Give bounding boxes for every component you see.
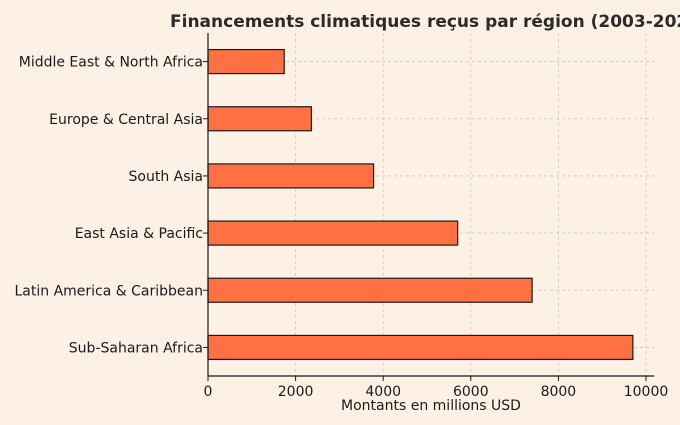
bar xyxy=(207,48,285,75)
bar xyxy=(207,277,533,303)
bar xyxy=(207,220,459,246)
x-axis-label: Montants en millions USD xyxy=(341,398,521,414)
x-tick-label: 0 xyxy=(204,384,213,400)
y-tick-label: Latin America & Caribbean xyxy=(15,283,204,299)
chart-title: Financements climatiques reçus par régio… xyxy=(170,12,680,32)
axes xyxy=(207,33,654,377)
bar xyxy=(207,334,634,361)
y-tick-label: Sub-Saharan Africa xyxy=(69,340,203,356)
x-ticks: 0 2000 4000 6000 8000 10000 xyxy=(204,376,669,400)
x-tick-label: 8000 xyxy=(541,384,577,400)
y-tick-label: South Asia xyxy=(129,169,203,185)
bar xyxy=(207,163,375,189)
x-tick-label: 10000 xyxy=(624,384,669,400)
y-tick-label: Europe & Central Asia xyxy=(49,112,203,128)
y-ticks: Sub-Saharan Africa Latin America & Caribb… xyxy=(15,55,208,356)
bars xyxy=(207,48,634,361)
x-tick-label: 6000 xyxy=(453,384,489,400)
y-tick-label: East Asia & Pacific xyxy=(75,226,203,242)
bar xyxy=(207,106,312,132)
grid-lines xyxy=(207,33,654,376)
x-tick-label: 4000 xyxy=(365,384,401,400)
x-tick-label: 2000 xyxy=(278,384,314,400)
y-tick-label: Middle East & North Africa xyxy=(19,55,203,71)
